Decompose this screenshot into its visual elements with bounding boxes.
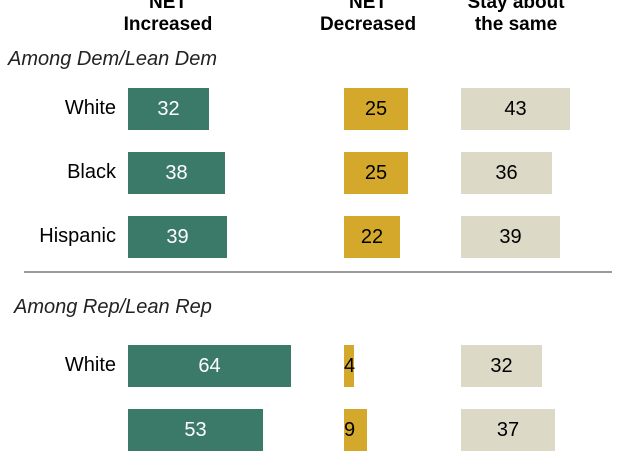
column-header-increased: NET Increased [88,0,248,36]
bar-decreased: 25 [344,152,408,194]
data-label: 38 [165,161,188,184]
bar-increased: 64 [128,345,291,387]
bar-same: 32 [461,345,542,387]
bar-increased: 53 [128,409,263,451]
bar-decreased: 22 [344,216,400,258]
row-label: Hispanic [39,225,116,247]
bar-same: 39 [461,216,560,258]
column-header-line2: the same [474,14,558,35]
column-header-line1: NET [349,0,387,13]
bar-increased: 39 [128,216,227,258]
bar-increased: 38 [128,152,225,194]
bar-increased: 32 [128,88,209,130]
data-label: 43 [504,97,527,120]
column-header-line1: Stay about [467,0,565,13]
data-label: 37 [496,418,520,441]
row-label: White [64,97,116,119]
column-header-same: Stay about the same [436,0,596,36]
row-label: Black [67,161,116,183]
data-label: 36 [495,161,518,184]
data-label: 39 [166,225,189,248]
column-header-line2: Increased [123,14,213,35]
data-label: 4 [344,354,356,377]
data-label: 64 [198,354,221,377]
group-title: Among Rep/Lean Rep [14,296,212,318]
column-header-line1: NET [149,0,187,13]
data-label: 25 [364,97,388,120]
data-label: 32 [490,354,513,377]
bar-decreased: 9 [344,409,367,451]
data-label: 25 [364,161,388,184]
bar-decreased: 25 [344,88,408,130]
data-label: 53 [184,418,207,441]
bar-same: 37 [461,409,555,451]
bar-decreased: 4 [344,345,356,387]
bar-same: 36 [461,152,552,194]
data-label: 9 [344,418,356,441]
column-header-decreased: NET Decreased [288,0,448,36]
group-divider [24,271,612,273]
column-header-line2: Decreased [319,14,417,35]
group-title: Among Dem/Lean Dem [8,48,217,70]
bar-same: 43 [461,88,570,130]
data-label: 22 [360,225,384,248]
row-label: White [64,354,116,376]
data-label: 32 [157,97,180,120]
data-label: 39 [499,225,522,248]
